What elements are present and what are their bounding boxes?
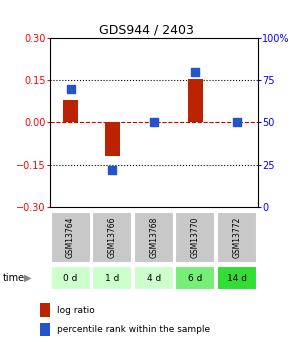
Point (151, 120, 156, 125)
Text: GSM13770: GSM13770 (191, 216, 200, 258)
Text: GSM13768: GSM13768 (149, 217, 158, 258)
Point (110, 167, 115, 172)
Text: log ratio: log ratio (57, 306, 95, 315)
Point (235, 120, 239, 125)
Text: time: time (3, 273, 25, 283)
Point (68, 86, 73, 91)
Bar (105, 122, 120, 156)
FancyBboxPatch shape (51, 266, 91, 290)
Text: GSM13766: GSM13766 (108, 216, 117, 258)
Text: 14 d: 14 d (227, 274, 247, 283)
Text: ▶: ▶ (24, 273, 32, 283)
Text: GSM13764: GSM13764 (66, 216, 75, 258)
Bar (188, 79, 203, 122)
Bar (63, 100, 78, 122)
FancyBboxPatch shape (217, 266, 257, 290)
FancyBboxPatch shape (134, 266, 174, 290)
Text: 0 d: 0 d (63, 274, 78, 283)
FancyBboxPatch shape (92, 266, 132, 290)
Text: GDS944 / 2403: GDS944 / 2403 (99, 23, 194, 36)
Text: 6 d: 6 d (188, 274, 203, 283)
Text: 4 d: 4 d (147, 274, 161, 283)
Bar (40, 323, 50, 336)
FancyBboxPatch shape (134, 211, 174, 263)
FancyBboxPatch shape (92, 211, 132, 263)
FancyBboxPatch shape (51, 211, 91, 263)
Text: percentile rank within the sample: percentile rank within the sample (57, 325, 210, 334)
Point (193, 69, 198, 75)
Text: GSM13772: GSM13772 (233, 217, 241, 258)
Bar (40, 304, 50, 317)
Text: 1 d: 1 d (105, 274, 120, 283)
FancyBboxPatch shape (176, 211, 215, 263)
FancyBboxPatch shape (217, 211, 257, 263)
FancyBboxPatch shape (176, 266, 215, 290)
